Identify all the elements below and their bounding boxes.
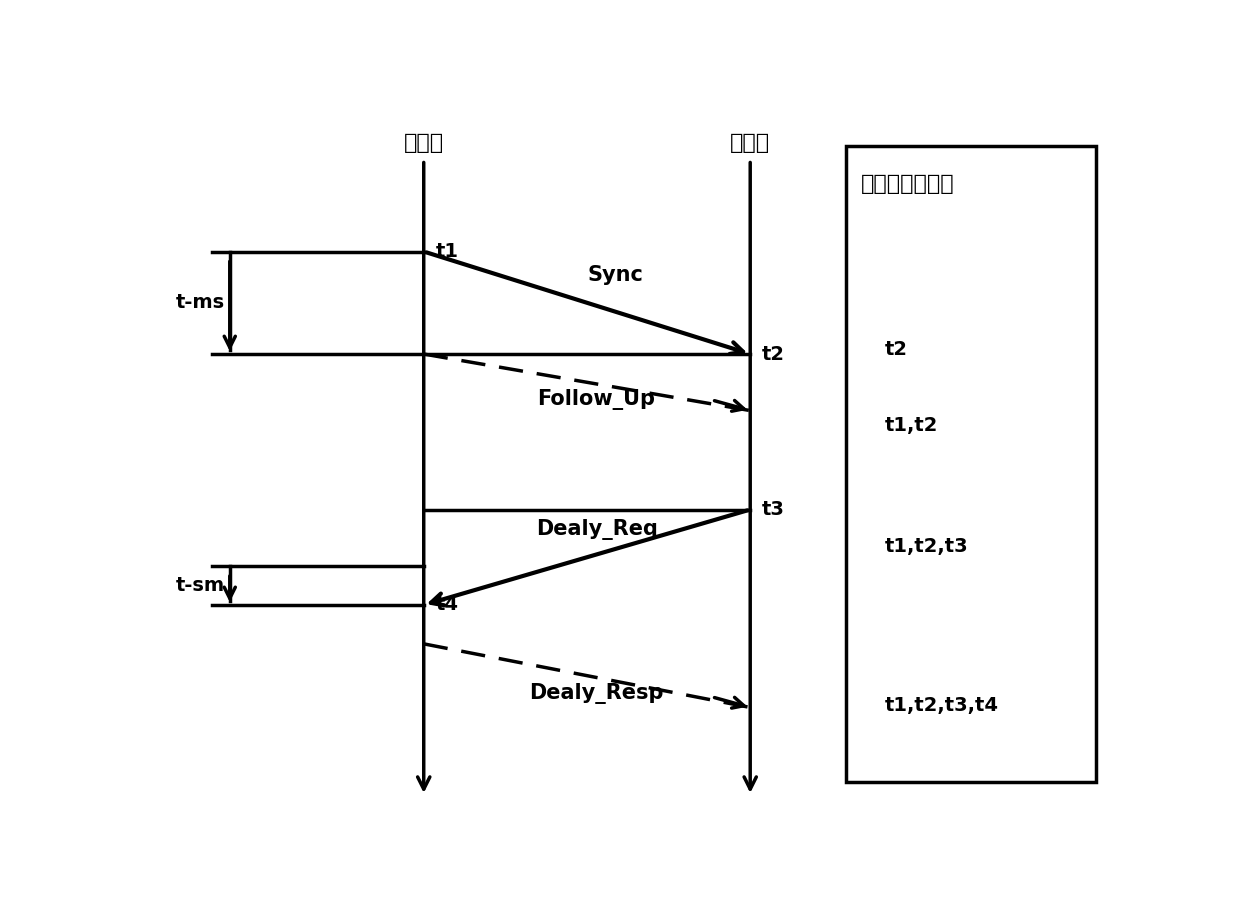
Text: t2: t2 bbox=[885, 340, 908, 359]
Text: t1,t2,t3,t4: t1,t2,t3,t4 bbox=[885, 696, 999, 715]
Text: t4: t4 bbox=[435, 596, 458, 614]
Bar bbox=[846, 145, 1097, 782]
Text: 从时间: 从时间 bbox=[730, 132, 771, 152]
Text: t3: t3 bbox=[762, 500, 784, 519]
Text: t1: t1 bbox=[435, 242, 458, 261]
Text: 主时间: 主时间 bbox=[404, 132, 444, 152]
Text: Sync: Sync bbox=[587, 265, 644, 285]
Text: Dealy_Resp: Dealy_Resp bbox=[529, 683, 664, 704]
Text: 从节点的时间数: 从节点的时间数 bbox=[861, 174, 954, 194]
Text: Follow_Up: Follow_Up bbox=[538, 389, 655, 410]
Text: Dealy_Req: Dealy_Req bbox=[535, 519, 658, 540]
Text: t1,t2,t3: t1,t2,t3 bbox=[885, 537, 968, 555]
Text: t-sm: t-sm bbox=[176, 576, 225, 595]
Text: t2: t2 bbox=[762, 344, 784, 364]
Text: t1,t2: t1,t2 bbox=[885, 416, 938, 435]
Text: t-ms: t-ms bbox=[176, 293, 225, 312]
